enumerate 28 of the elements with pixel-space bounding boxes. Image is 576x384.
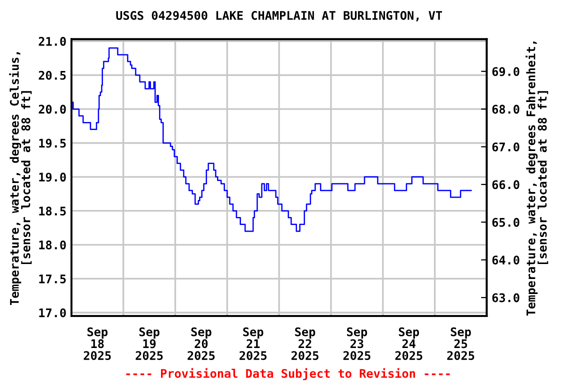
x-tick-label: Sep 20 2025	[188, 327, 215, 360]
chart-title: USGS 04294500 LAKE CHAMPLAIN AT BURLINGTON, VT	[116, 10, 442, 22]
y-tick-label: 18.5	[39, 206, 66, 216]
y2-tick-label: 63.0	[492, 293, 520, 302]
x-tick-label: Sep 22 2025	[291, 327, 318, 360]
x-tick-label: Sep 23 2025	[343, 327, 370, 360]
y-tick-label: 21.0	[38, 36, 66, 46]
y2-tick-label: 68.0	[492, 104, 520, 114]
x-tick-label: Sep 21 2025	[240, 327, 267, 360]
y2-tick-label: 64.0	[492, 256, 520, 265]
y2-tick-label: 67.0	[492, 142, 520, 152]
y-tick-label: 17.5	[39, 274, 66, 284]
y-tick-label: 19.5	[39, 138, 66, 148]
x-tick-label: Sep 24 2025	[395, 327, 422, 360]
y-axis-title: Temperature, water, degrees Celsius, [sensor located at 88 ft]	[9, 52, 32, 306]
x-tick-label: Sep 19 2025	[136, 327, 163, 360]
y2-axis-title: Temperature, water, degrees Fahrenheit, [sensor located at 88 ft]	[526, 42, 548, 316]
y-tick-label: 18.0	[39, 240, 66, 250]
x-tick-label: Sep 25 2025	[447, 327, 474, 360]
y-tick-label: 20.0	[38, 104, 66, 114]
y2-tick-label: 69.0	[492, 67, 520, 76]
y2-tick-label: 65.0	[492, 218, 520, 227]
y-tick-label: 20.5	[38, 70, 66, 80]
y-tick-label: 19.0	[39, 172, 66, 182]
y2-tick-label: 66.0	[492, 180, 520, 190]
text: ---- Provisional Data Subject to Revision ----	[126, 368, 450, 380]
x-tick-label: Sep 18 2025	[84, 327, 111, 360]
y-tick-label: 17.0	[39, 308, 66, 318]
